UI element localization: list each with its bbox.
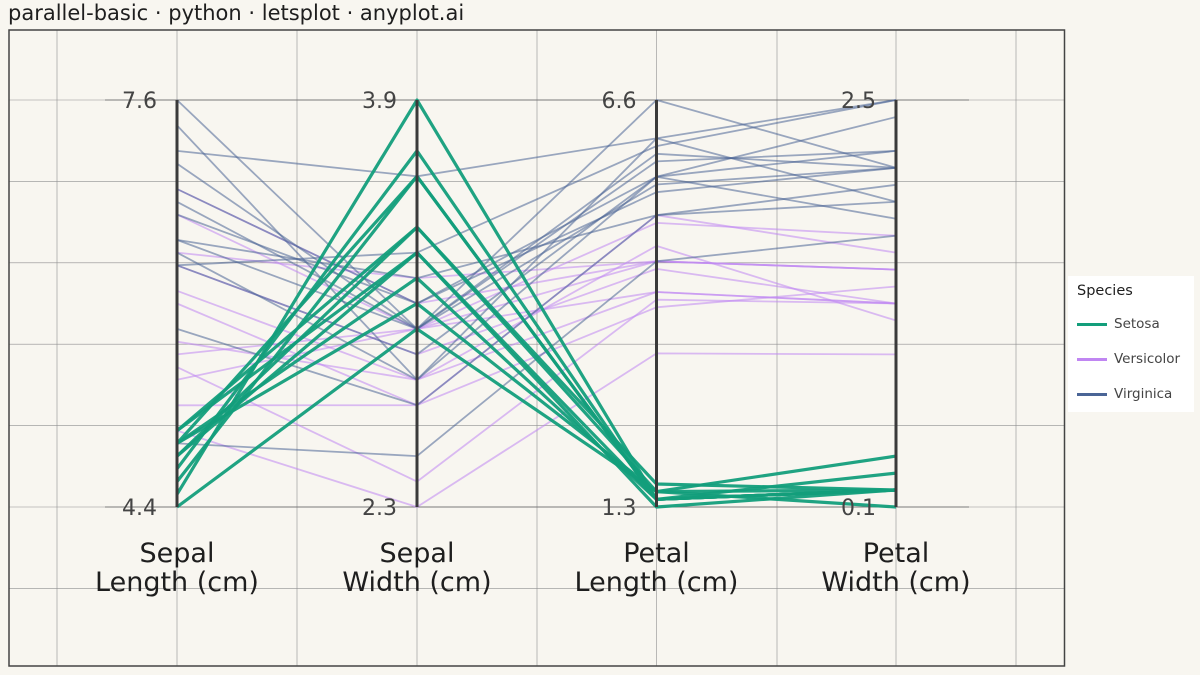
data-line-setosa (175, 251, 897, 509)
legend-swatch (1077, 322, 1107, 326)
legend: Species Setosa Versicolor Virginica (1068, 276, 1194, 412)
plot-frame (8, 29, 1066, 667)
data-lines (175, 98, 897, 509)
axis-title: Sepal (140, 538, 215, 569)
axis-max-label: 3.9 (362, 89, 397, 114)
axis-max-label: 7.6 (122, 89, 157, 114)
data-line-virginica (176, 124, 897, 381)
axis-lines (175, 100, 898, 507)
axis-title: Length (cm) (575, 567, 739, 598)
legend-item-setosa: Setosa (1077, 314, 1160, 334)
page-title: parallel-basic · python · letsplot · any… (8, 1, 465, 25)
axis-min-label: 4.4 (122, 496, 157, 521)
axis-title: Width (cm) (821, 567, 970, 598)
legend-swatch (1077, 392, 1107, 396)
data-line-setosa (176, 327, 897, 509)
axis-max-label: 2.5 (841, 89, 876, 114)
data-line-virginica (176, 99, 897, 330)
axis-title: Length (cm) (95, 567, 259, 598)
data-line-versicolor (176, 352, 897, 508)
data-line-virginica (176, 166, 897, 330)
axis-min-label: 2.3 (362, 496, 397, 521)
data-line-virginica (176, 200, 897, 407)
data-line-versicolor (176, 213, 897, 330)
data-line-versicolor (176, 244, 897, 381)
axis-title: Petal (623, 538, 690, 569)
data-line-virginica (176, 166, 897, 305)
legend-swatch (1077, 357, 1107, 361)
data-line-setosa (176, 251, 897, 501)
axis-title: Petal (863, 538, 930, 569)
legend-item-versicolor: Versicolor (1077, 349, 1180, 369)
legend-item-virginica: Virginica (1077, 384, 1172, 404)
axis-title: Sepal (380, 538, 455, 569)
data-line-virginica (176, 99, 897, 178)
data-line-virginica (176, 116, 897, 305)
axis-max-label: 6.6 (602, 89, 637, 114)
legend-label: Setosa (1114, 316, 1160, 332)
legend-label: Versicolor (1114, 351, 1181, 367)
data-line-virginica (176, 150, 897, 381)
axis-title: Width (cm) (342, 567, 491, 598)
legend-title: Species (1077, 283, 1133, 299)
axis-min-label: 1.3 (602, 496, 637, 521)
data-line-virginica (176, 150, 897, 330)
data-line-setosa (175, 174, 897, 501)
data-line-setosa (176, 276, 897, 501)
axis-min-label: 0.1 (841, 496, 876, 521)
data-line-setosa (175, 98, 897, 501)
legend-label: Virginica (1114, 386, 1173, 402)
